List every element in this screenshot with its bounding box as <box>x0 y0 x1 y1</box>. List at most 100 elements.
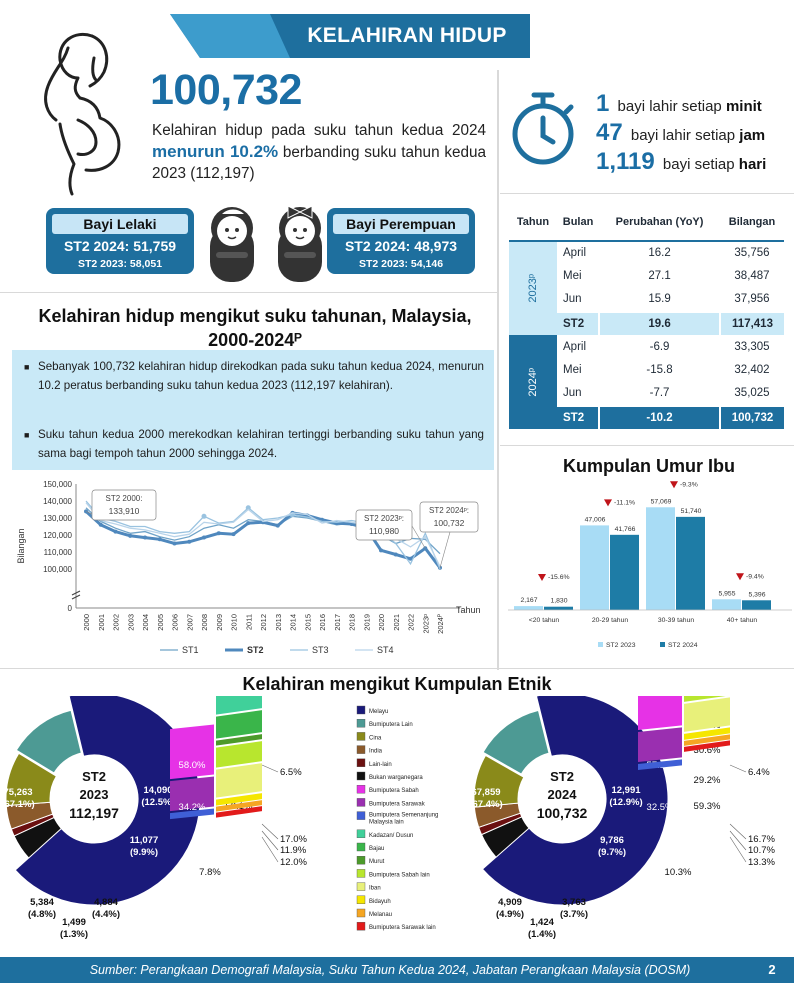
female-previous: ST2 2023: 54,146 <box>358 258 444 270</box>
annotation-label: ST2 2000: <box>106 494 143 503</box>
st2-point <box>231 532 236 537</box>
rate-day-unit: hari <box>738 156 767 173</box>
divider <box>500 193 794 194</box>
rate-minute-number: 1 <box>596 90 610 117</box>
sub-segment <box>684 740 730 752</box>
trend-chart-title: Kelahiran hidup mengikut suku tahunan, M… <box>38 306 472 350</box>
y-tick-label: 130,000 <box>43 514 72 523</box>
y-tick-label: 110,000 <box>44 548 73 557</box>
x-tick-label: 2023ᵖ <box>421 614 430 634</box>
rate-minute-text: bayi lahir setiap <box>617 98 722 115</box>
bar-value-label: 2,167 <box>520 597 537 604</box>
down-arrow-icon <box>604 499 612 507</box>
x-tick-label: 2009 <box>215 614 224 631</box>
legend-swatch <box>356 745 366 754</box>
x-tick-label: 2004 <box>141 614 150 631</box>
x-tick-label: 2003 <box>126 614 135 631</box>
st2-point <box>275 523 280 528</box>
slice-value-label: 1,499 <box>62 917 86 928</box>
x-tick-label: 2016 <box>318 614 327 631</box>
male-label: Bayi Lelaki <box>52 214 188 234</box>
legend-swatch <box>356 895 366 905</box>
sub-segment <box>684 727 730 740</box>
cell: -6.9 <box>649 340 670 353</box>
slice-pct-label: (3.7%) <box>560 909 588 920</box>
st2-point <box>216 531 221 536</box>
legend-swatch <box>660 642 665 647</box>
donut-center-total: 100,732 <box>537 805 588 821</box>
change-label: -11.1% <box>614 499 635 506</box>
x-tick-label: 2006 <box>171 614 180 631</box>
slice-bumiputera-lain <box>15 709 82 774</box>
age-bar-chart: 2,167 1,830 -15.6% <20 tahun 47,006 41,766 -11… <box>508 481 792 649</box>
bar-ST2-2023 <box>580 525 609 610</box>
x-tick-label: 2021 <box>392 614 401 631</box>
sub-segment <box>216 734 262 746</box>
annotation-box <box>419 501 479 533</box>
st2-point <box>393 552 398 557</box>
legend-swatch <box>356 798 366 807</box>
legend-label: Bumiputera Sabah lain <box>369 872 430 878</box>
table-row: Jun 15.9 37,956 <box>509 288 784 312</box>
cell: April <box>563 247 587 260</box>
note-item: ■ Sebanyak 100,732 kelahiran hidup direko… <box>24 358 484 395</box>
legend-swatch <box>356 758 366 767</box>
donut-hole <box>520 757 604 841</box>
table-row: 2024ᵖ April -6.9 33,305 <box>509 335 784 429</box>
sub-segment <box>638 696 682 730</box>
annotation-connector <box>411 525 426 549</box>
summary-description: Kelahiran hidup pada suku tahun kedua 20… <box>152 120 486 184</box>
x-tick-label: 2011 <box>244 614 253 630</box>
down-arrow-icon <box>736 573 744 581</box>
donut-center-year: 2023 <box>80 787 109 802</box>
total-births-value: 100,732 <box>150 66 302 114</box>
y-tick-label: 120,000 <box>43 531 72 540</box>
cell: ST2 <box>557 310 600 335</box>
annotation-box <box>91 489 157 521</box>
down-arrow-icon <box>670 481 678 489</box>
slice-value-label: 14,090 <box>143 785 172 796</box>
slice-pct-label: (9.9%) <box>130 847 158 858</box>
table-total-row: ST2 19.6 117,413 <box>509 310 784 335</box>
x-tick-label: 2000 <box>82 614 91 631</box>
bar-value-label: 5,396 <box>748 591 765 598</box>
legend-swatch <box>356 855 366 865</box>
male-births-box: Bayi Lelaki ST2 2024: 51,759 ST2 2023: 5… <box>46 208 194 274</box>
x-tick-label: 2022 <box>407 614 416 631</box>
st2-point <box>128 533 133 538</box>
legend-swatch <box>356 719 366 728</box>
male-previous: ST2 2023: 58,051 <box>77 258 163 270</box>
label-connector <box>261 764 279 773</box>
sub-pct-label: 29.2% <box>694 775 721 786</box>
x-tick-label: 2002 <box>112 614 121 631</box>
bar-ST2-2023 <box>712 599 741 610</box>
slice-pct-label: (12.9%) <box>609 797 642 808</box>
cell: -10.2 <box>598 404 720 429</box>
year-2023: 2023ᵖ <box>527 274 539 303</box>
change-label: -15.6% <box>548 574 570 581</box>
st2-point <box>113 529 118 534</box>
annotation-label: ST2 2023ᵖ: <box>364 514 404 523</box>
cell: Jun <box>563 387 582 400</box>
y-tick-label: 100,000 <box>43 565 72 574</box>
x-tick-label: 2017 <box>333 614 342 631</box>
bar-ST2-2024 <box>742 600 771 610</box>
bar-ST2-2023 <box>646 507 675 610</box>
rate-hour-text: bayi lahir setiap <box>630 127 736 144</box>
legend-label: Lain-lain <box>369 762 392 768</box>
baby-boy-icon <box>210 207 254 282</box>
cell: 117,413 <box>719 310 784 335</box>
th-month: Bulan <box>557 203 600 242</box>
table-total-row: ST2 -10.2 100,732 <box>509 404 784 429</box>
annotation-label: ST2 2024ᵖ: <box>429 506 469 515</box>
note-item: ■ Suku tahun kedua 2000 merekodkan kelahi… <box>24 426 484 463</box>
rate-hour-number: 47 <box>596 119 623 146</box>
notes-box: ■ Sebanyak 100,732 kelahiran hidup direko… <box>12 350 494 470</box>
legend-swatch <box>356 771 366 781</box>
rate-day-text: bayi setiap <box>662 156 735 173</box>
page-title: KELAHIRAN HIDUP <box>307 24 507 47</box>
st2-point <box>379 548 383 553</box>
cell: 16.2 <box>648 247 671 260</box>
legend-swatch <box>356 842 366 852</box>
label-connector <box>729 764 747 773</box>
